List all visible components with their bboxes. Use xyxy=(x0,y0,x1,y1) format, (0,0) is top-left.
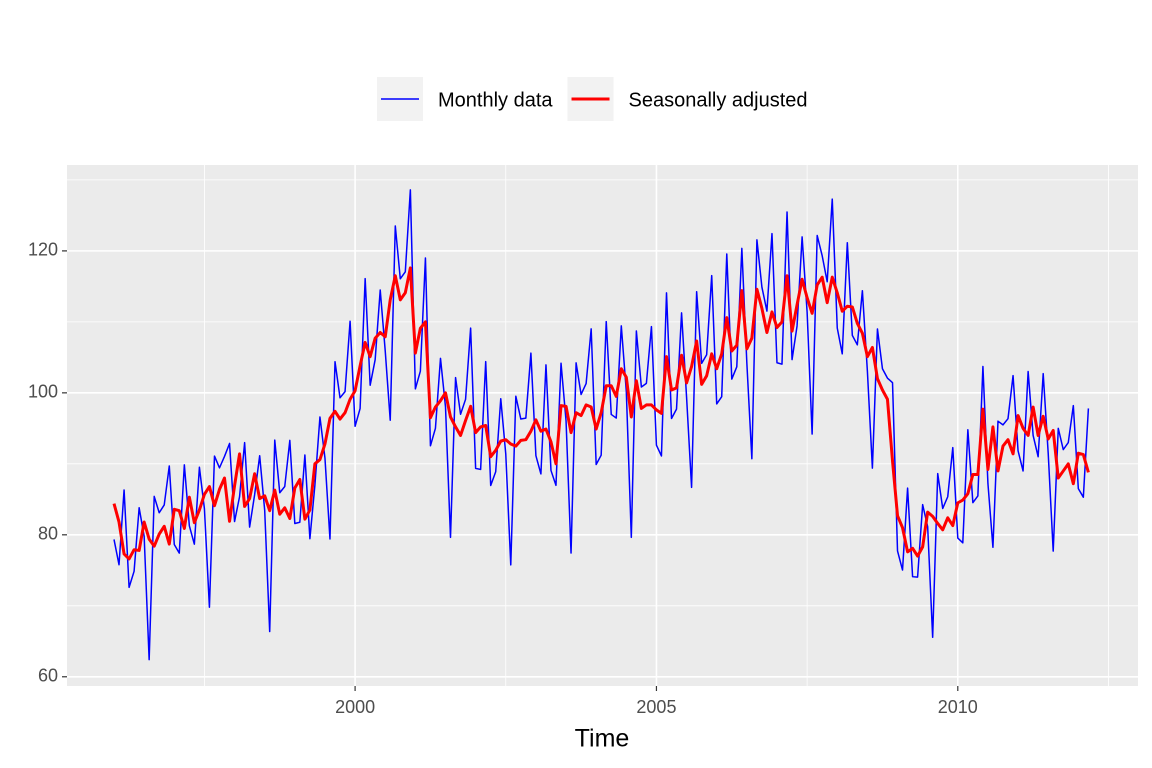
y-tick-label: 80 xyxy=(38,524,58,544)
legend: Monthly data Seasonally adjusted xyxy=(377,77,808,121)
x-axis-title: Time xyxy=(575,725,630,753)
x-tick-label: 2010 xyxy=(938,697,978,717)
x-tick-label: 2005 xyxy=(636,697,676,717)
y-tick-label: 100 xyxy=(28,382,58,402)
legend-label: Monthly data xyxy=(438,89,553,111)
y-tick-label: 120 xyxy=(28,240,58,260)
y-tick-label: 60 xyxy=(38,666,58,686)
data-line xyxy=(112,266,1090,561)
legend-label: Seasonally adjusted xyxy=(629,89,808,111)
x-tick-label: 2000 xyxy=(335,697,375,717)
legend-item: Seasonally adjusted xyxy=(567,77,808,121)
legend-item: Monthly data xyxy=(377,77,553,121)
